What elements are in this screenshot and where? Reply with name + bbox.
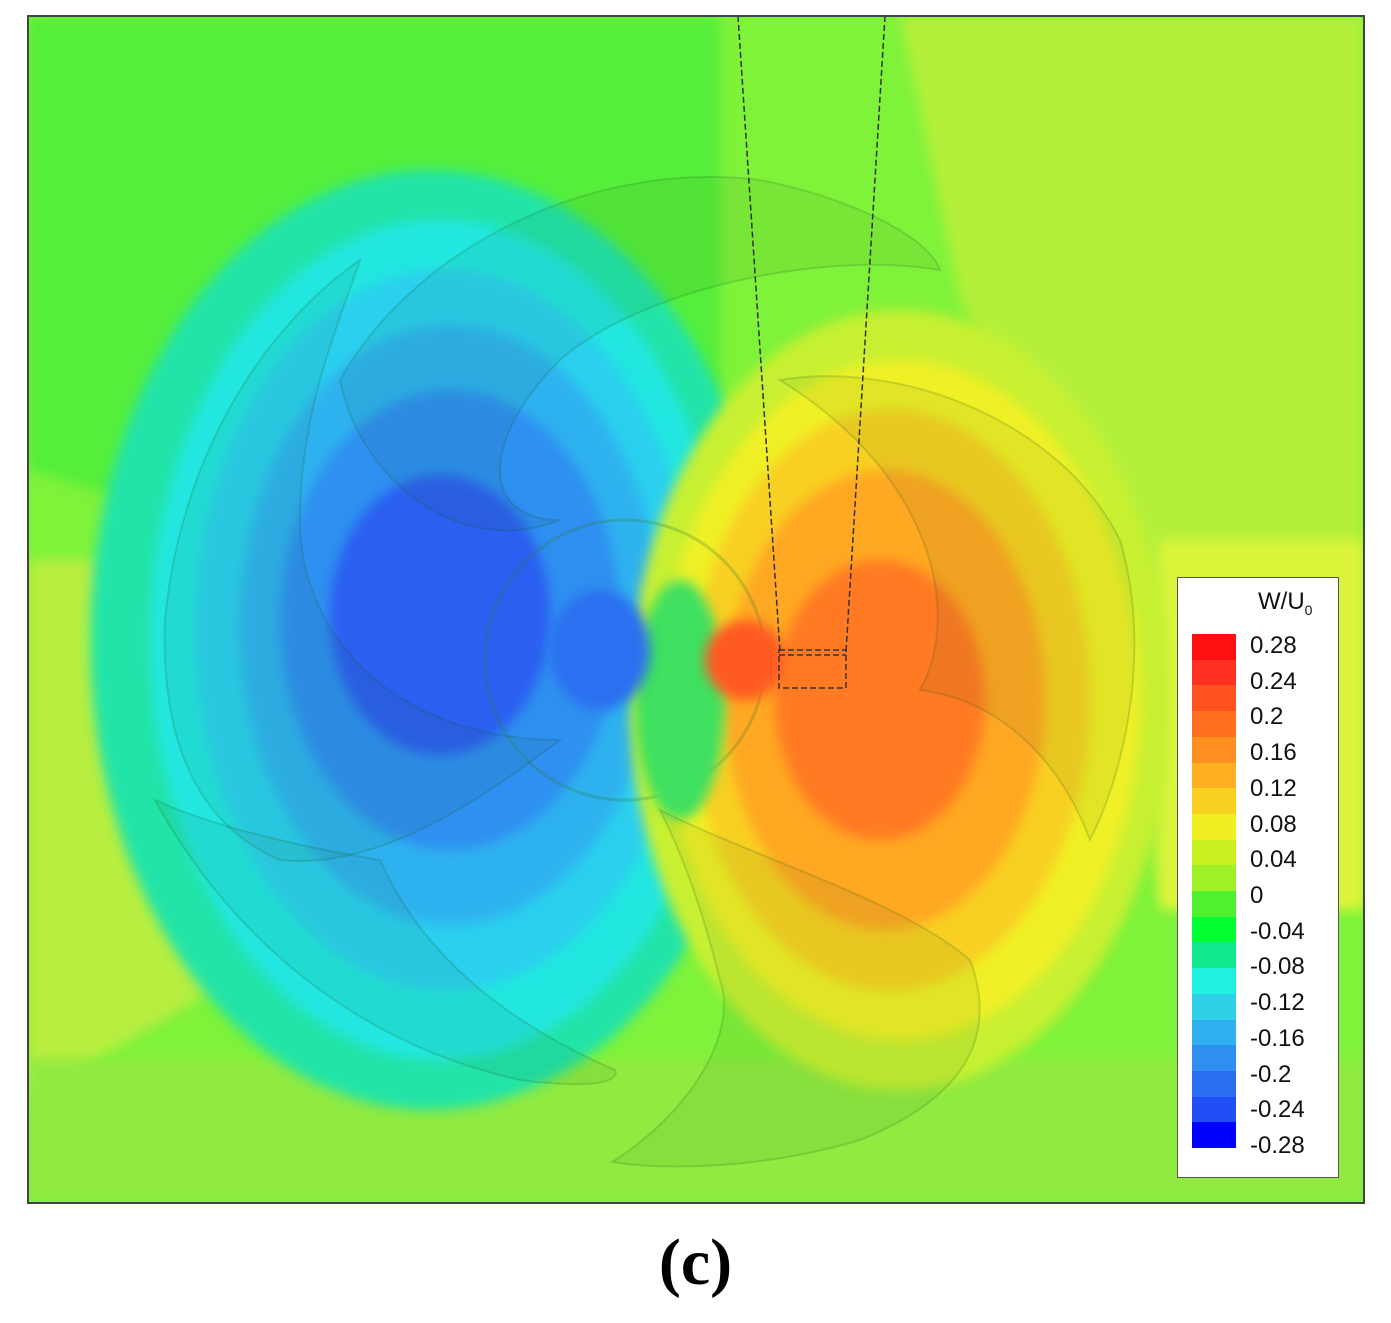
- contour-level-neg-024: [330, 475, 550, 755]
- hub-negative-core: [550, 590, 650, 710]
- colorbar-tick-label: -0.2: [1250, 1060, 1292, 1088]
- colorbar-tick-label: 0.12: [1250, 774, 1297, 802]
- hub-positive-core: [705, 620, 785, 700]
- colorbar-tick-label: -0.04: [1250, 917, 1305, 945]
- colorbar-swatch: [1192, 916, 1236, 943]
- colorbar-swatch: [1192, 1122, 1236, 1149]
- tower-left-edge: [737, 16, 781, 653]
- contour-field: [28, 16, 1364, 1203]
- plot-frame: [27, 15, 1365, 1204]
- panel-label: (c): [658, 1226, 733, 1299]
- colorbar-swatch: [1192, 685, 1236, 712]
- colorbar-swatch: [1192, 839, 1236, 866]
- colorbar-swatch: [1192, 711, 1236, 738]
- colorbar-title-main: W/U: [1258, 588, 1305, 615]
- hub-center-green: [635, 580, 725, 820]
- colorbar-legend: W/U0 0.28 0.24 0.2 0.16 0.12 0.08 0.04 0 -0.04 -0…: [1177, 577, 1339, 1178]
- colorbar-swatch: [1192, 813, 1236, 841]
- blade-lower-left: [152, 797, 617, 1086]
- colorbar-swatch: [1192, 1096, 1236, 1123]
- colorbar-swatch: [1192, 788, 1236, 815]
- colorbar-tick-label: 0.04: [1250, 846, 1297, 874]
- colorbar-tick-label: 0: [1250, 882, 1264, 909]
- colorbar-title: W/U0: [1258, 588, 1312, 618]
- colorbar-tick-label: 0.08: [1250, 810, 1297, 838]
- colorbar-swatch: [1192, 993, 1236, 1020]
- hub-region: [483, 518, 785, 820]
- colorbar-tick-label: -0.16: [1250, 1024, 1305, 1052]
- colorbar-swatch: [1192, 968, 1236, 995]
- blade-right: [777, 375, 1136, 843]
- blade-overlays: [152, 176, 1136, 1168]
- colorbar-swatch: [1192, 762, 1236, 789]
- colorbar-tick-label: 0.28: [1250, 632, 1297, 659]
- negative-lobe: [90, 170, 770, 1110]
- colorbar-tick-label: -0.24: [1250, 1096, 1305, 1124]
- colorbar-tick-label: -0.12: [1250, 989, 1305, 1017]
- colorbar-tick-label: 0.24: [1250, 667, 1297, 695]
- positive-lobe: [630, 310, 1170, 1090]
- colorbar-tick-label: -0.28: [1250, 1132, 1305, 1159]
- colorbar-tick-label: -0.08: [1250, 953, 1305, 981]
- colorbar-swatch: [1192, 659, 1236, 686]
- colorbar-swatch: [1192, 865, 1236, 892]
- tower-outline: [737, 16, 886, 689]
- colorbar-swatch: [1192, 1070, 1236, 1098]
- tower-base-box: [778, 649, 847, 689]
- contour-level-pos-024: [775, 560, 985, 840]
- colorbar-tick-label: 0.2: [1250, 703, 1284, 731]
- colorbar-swatch: [1192, 736, 1236, 763]
- colorbar-swatch: [1192, 634, 1236, 661]
- colorbar-title-sub: 0: [1304, 601, 1313, 618]
- colorbar-swatch: [1192, 942, 1236, 969]
- blade-lower-right: [609, 807, 981, 1168]
- colorbar-swatch: [1192, 1045, 1236, 1072]
- colorbar-swatch: [1192, 1019, 1236, 1046]
- tower-right-edge: [845, 16, 886, 653]
- colorbar-swatch: [1192, 891, 1236, 918]
- colorbar-tick-label: 0.16: [1250, 739, 1297, 767]
- blade-left: [163, 257, 563, 862]
